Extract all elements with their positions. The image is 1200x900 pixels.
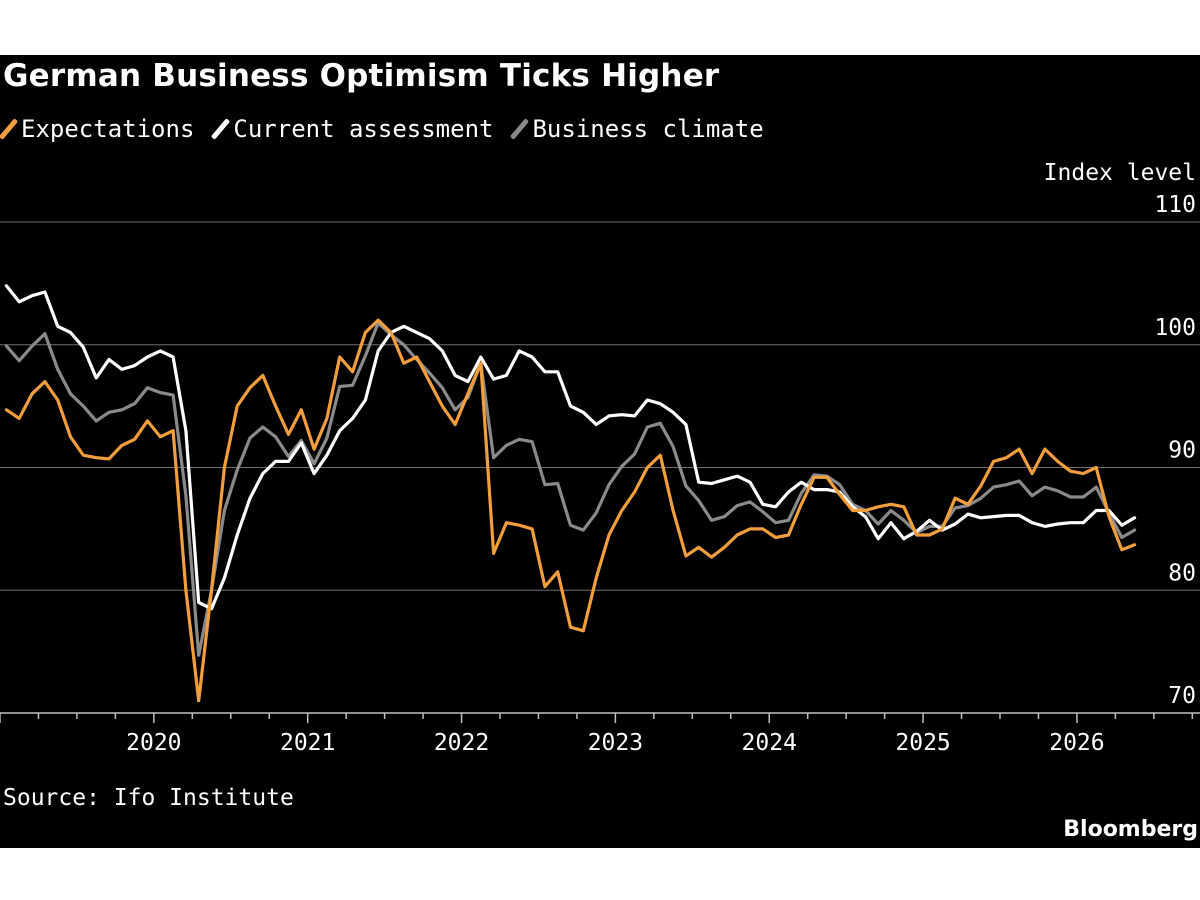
x-tick-label-2021: 2021 bbox=[280, 730, 335, 756]
legend-label-expectations: Expectations bbox=[21, 115, 195, 143]
chart-panel: German Business Optimism Ticks Higher Ex… bbox=[0, 55, 1200, 848]
x-tick-label-2023: 2023 bbox=[588, 730, 643, 756]
chart-title: German Business Optimism Ticks Higher bbox=[3, 58, 720, 94]
series-line-expectations bbox=[4, 318, 1137, 703]
legend: Expectations Current assessment Business… bbox=[0, 115, 764, 143]
y-tick-label-110: 110 bbox=[1154, 192, 1196, 218]
series-line-current-assessment bbox=[4, 284, 1137, 611]
x-tick-label-2020: 2020 bbox=[126, 730, 181, 756]
y-tick-label-80: 80 bbox=[1168, 560, 1196, 586]
y-axis-label: Index level bbox=[1044, 160, 1196, 186]
y-tick-label-70: 70 bbox=[1168, 683, 1196, 709]
legend-label-business-climate: Business climate bbox=[532, 115, 764, 143]
legend-item-expectations: Expectations bbox=[0, 115, 195, 143]
legend-label-current-assessment: Current assessment bbox=[233, 115, 494, 143]
x-tick-label-2026: 2026 bbox=[1049, 730, 1104, 756]
x-tick-label-2024: 2024 bbox=[742, 730, 797, 756]
y-tick-label-100: 100 bbox=[1154, 315, 1196, 341]
x-tick-label-2022: 2022 bbox=[434, 730, 489, 756]
legend-item-business-climate: Business climate bbox=[510, 115, 764, 143]
source-note: Source: Ifo Institute bbox=[3, 785, 294, 811]
x-tick-label-2025: 2025 bbox=[895, 730, 950, 756]
line-chart: Index level 70 80 90 100 110 2020 2021 2022 2023 2… bbox=[0, 160, 1200, 756]
y-tick-label-90: 90 bbox=[1168, 438, 1196, 464]
legend-item-current-assessment: Current assessment bbox=[211, 115, 494, 143]
brand-logo: Bloomberg bbox=[1063, 817, 1198, 842]
